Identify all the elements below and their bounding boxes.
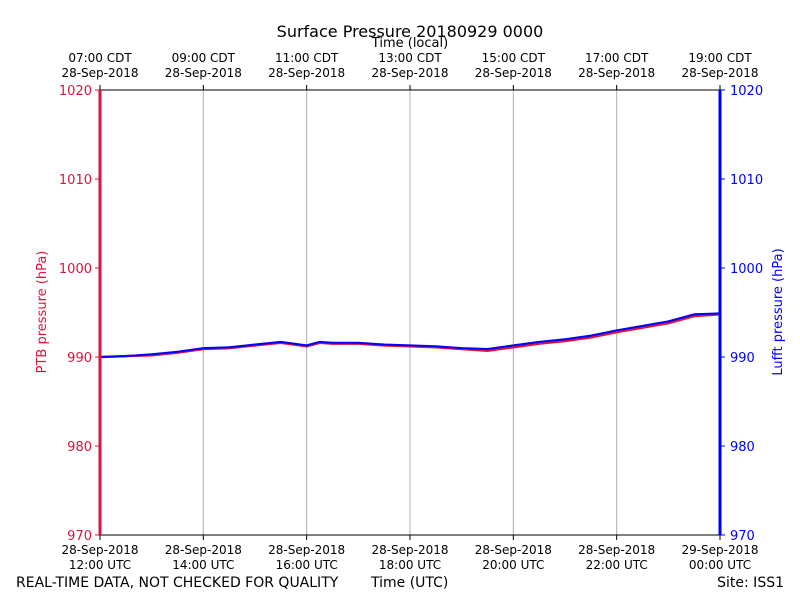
left-ytick-label: 980 (67, 440, 92, 455)
top-xtick-time: 15:00 CDT (482, 51, 546, 65)
top-xtick-time: 17:00 CDT (585, 51, 649, 65)
bottom-xtick-date: 28-Sep-2018 (165, 543, 242, 557)
top-xtick-date: 28-Sep-2018 (475, 66, 552, 80)
left-ytick-label: 1010 (59, 173, 92, 188)
right-ytick-label: 980 (730, 440, 755, 455)
top-xtick-date: 28-Sep-2018 (681, 66, 758, 80)
bottom-xtick-date: 28-Sep-2018 (61, 543, 138, 557)
right-ytick-label: 990 (730, 351, 755, 366)
bottom-xtick-time: 16:00 UTC (276, 558, 338, 572)
right-ytick-label: 1020 (730, 84, 763, 99)
bottom-xtick-time: 22:00 UTC (586, 558, 648, 572)
top-xtick-time: 11:00 CDT (275, 51, 339, 65)
top-axis-label: Time (local) (371, 36, 448, 51)
right-y-axis-label: Lufft pressure (hPa) (771, 248, 786, 375)
bottom-xtick-time: 18:00 UTC (379, 558, 441, 572)
top-xtick-date: 28-Sep-2018 (165, 66, 242, 80)
right-ytick-label: 1010 (730, 173, 763, 188)
left-ytick-label: 970 (67, 529, 92, 544)
x-axis-label: Time (UTC) (371, 575, 449, 591)
left-y-axis-label: PTB pressure (hPa) (35, 251, 50, 374)
series-line-lufft (99, 312, 721, 358)
bottom-xtick-time: 20:00 UTC (482, 558, 544, 572)
top-xtick-time: 09:00 CDT (172, 51, 236, 65)
top-xtick-time: 19:00 CDT (688, 51, 752, 65)
left-ytick-label: 1000 (59, 262, 92, 277)
bottom-xtick-date: 28-Sep-2018 (475, 543, 552, 557)
bottom-xtick-date: 29-Sep-2018 (681, 543, 758, 557)
bottom-xtick-time: 14:00 UTC (172, 558, 234, 572)
right-ytick-label: 1000 (730, 262, 763, 277)
bottom-xtick-date: 28-Sep-2018 (578, 543, 655, 557)
left-ytick-label: 990 (67, 351, 92, 366)
top-xtick-date: 28-Sep-2018 (371, 66, 448, 80)
top-xtick-date: 28-Sep-2018 (578, 66, 655, 80)
bottom-xtick-time: 00:00 UTC (689, 558, 751, 572)
chart-title: Surface Pressure 20180929 0000 (277, 22, 544, 41)
top-xtick-date: 28-Sep-2018 (268, 66, 345, 80)
bottom-xtick-date: 28-Sep-2018 (268, 543, 345, 557)
top-xtick-time: 13:00 CDT (378, 51, 442, 65)
bottom-xtick-date: 28-Sep-2018 (371, 543, 448, 557)
right-ytick-label: 970 (730, 529, 755, 544)
top-xtick-time: 07:00 CDT (68, 51, 132, 65)
left-ytick-label: 1020 (59, 84, 92, 99)
series-group (99, 312, 721, 359)
top-xtick-date: 28-Sep-2018 (61, 66, 138, 80)
y-ticks: 970 970 980 980 990 990 1000 1000 1010 1010 1020 10… (59, 84, 763, 544)
footer-quality-note: REAL-TIME DATA, NOT CHECKED FOR QUALITY (16, 575, 339, 591)
site-label: Site: ISS1 (717, 575, 784, 591)
gridlines (202, 90, 618, 535)
bottom-xtick-time: 12:00 UTC (69, 558, 131, 572)
